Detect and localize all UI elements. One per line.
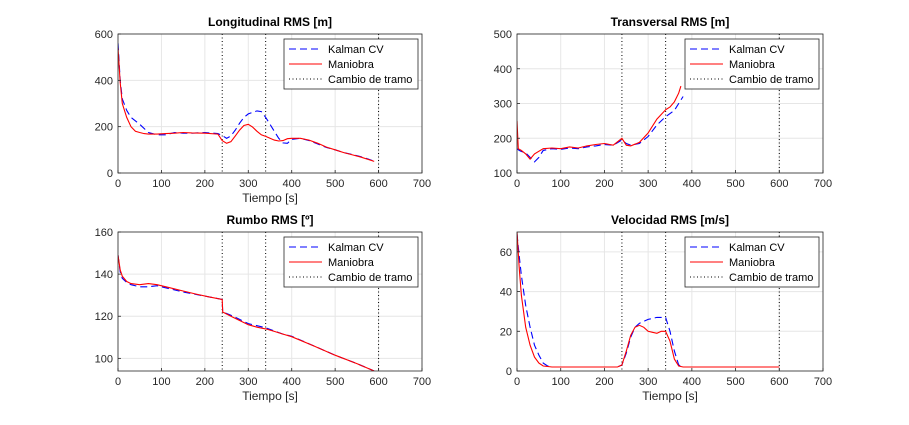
y-tick-label: 400 xyxy=(494,64,512,76)
x-tick-label: 600 xyxy=(369,376,387,388)
y-tick-label: 120 xyxy=(95,311,113,323)
legend-label: Cambio de tramo xyxy=(328,272,412,284)
x-tick-label: 400 xyxy=(283,376,301,388)
x-tick-label: 500 xyxy=(326,376,344,388)
x-tick-label: 300 xyxy=(239,376,257,388)
y-tick-label: 60 xyxy=(500,247,512,259)
series-line-maniobra xyxy=(517,232,780,368)
legend-label: Cambio de tramo xyxy=(729,272,813,284)
legend: Kalman CV Maniobra Cambio de tramo xyxy=(684,38,820,90)
x-tick-label: 700 xyxy=(814,178,832,190)
legend-label: Kalman CV xyxy=(729,44,785,56)
legend-label: Maniobra xyxy=(729,59,776,71)
x-axis-label: Tiempo [s] xyxy=(642,389,698,403)
x-tick-label: 200 xyxy=(196,178,214,190)
x-tick-label: 400 xyxy=(683,178,701,190)
x-tick-label: 600 xyxy=(369,178,387,190)
legend: Kalman CV Maniobra Cambio de tramo xyxy=(684,236,820,288)
x-tick-label: 600 xyxy=(770,376,788,388)
x-tick-label: 300 xyxy=(639,178,657,190)
chart-panel: 0 100 200 300 400 500 600 700 0 20 40 60 Velocidad R… xyxy=(500,213,832,403)
x-tick-label: 100 xyxy=(552,376,570,388)
chart-panel: 0 100 200 300 400 500 600 700100200300400500Tra… xyxy=(494,15,833,190)
x-tick-label: 0 xyxy=(115,376,121,388)
y-tick-label: 140 xyxy=(95,269,113,281)
series-line-maniobra xyxy=(118,255,375,371)
legend-label: Kalman CV xyxy=(328,242,384,254)
x-tick-label: 200 xyxy=(595,376,613,388)
x-tick-label: 400 xyxy=(283,178,301,190)
x-tick-label: 0 xyxy=(514,178,520,190)
y-tick-label: 200 xyxy=(494,133,512,145)
y-tick-label: 20 xyxy=(500,326,512,338)
y-tick-label: 200 xyxy=(95,122,113,134)
x-tick-label: 500 xyxy=(726,178,744,190)
x-tick-label: 500 xyxy=(726,376,744,388)
x-tick-label: 100 xyxy=(552,178,570,190)
chart-title: Longitudinal RMS [m] xyxy=(208,15,332,29)
series-line-kalman-cv xyxy=(517,233,780,368)
legend-label: Maniobra xyxy=(328,59,375,71)
y-tick-label: 500 xyxy=(494,29,512,41)
x-tick-label: 700 xyxy=(413,376,431,388)
y-tick-label: 160 xyxy=(95,227,113,239)
x-tick-label: 100 xyxy=(152,178,170,190)
y-tick-label: 300 xyxy=(494,99,512,111)
y-tick-label: 100 xyxy=(95,353,113,365)
y-tick-label: 0 xyxy=(107,168,113,180)
chart-panel: 0 100 200 300 400 500 600 700100120140160Rumbo … xyxy=(95,213,432,403)
x-tick-label: 200 xyxy=(595,178,613,190)
chart-title: Rumbo RMS [º] xyxy=(226,213,313,227)
axes-box xyxy=(117,33,423,174)
x-tick-label: 100 xyxy=(152,376,170,388)
y-tick-label: 0 xyxy=(506,366,512,378)
x-tick-label: 700 xyxy=(413,178,431,190)
legend-label: Maniobra xyxy=(328,257,375,269)
x-tick-label: 200 xyxy=(196,376,214,388)
y-tick-label: 400 xyxy=(95,75,113,87)
legend-label: Cambio de tramo xyxy=(729,74,813,86)
x-tick-label: 700 xyxy=(814,376,832,388)
axes-box xyxy=(516,231,824,372)
y-tick-label: 40 xyxy=(500,287,512,299)
y-tick-label: 600 xyxy=(95,29,113,41)
x-tick-label: 0 xyxy=(115,178,121,190)
x-tick-label: 400 xyxy=(683,376,701,388)
y-tick-label: 100 xyxy=(494,168,512,180)
x-axis-label: Tiempo [s] xyxy=(242,389,298,403)
chart-title: Velocidad RMS [m/s] xyxy=(611,213,729,227)
legend: Kalman CV Maniobra Cambio de tramo xyxy=(283,236,419,288)
x-tick-label: 300 xyxy=(639,376,657,388)
legend-label: Cambio de tramo xyxy=(328,74,412,86)
legend-label: Maniobra xyxy=(729,257,776,269)
x-tick-label: 600 xyxy=(770,178,788,190)
x-tick-label: 500 xyxy=(326,178,344,190)
legend-label: Kalman CV xyxy=(328,44,384,56)
x-tick-label: 300 xyxy=(239,178,257,190)
x-axis-label: Tiempo [s] xyxy=(242,191,298,205)
axes-box xyxy=(117,231,423,372)
chart-title: Transversal RMS [m] xyxy=(611,15,730,29)
series-line-maniobra xyxy=(517,85,682,160)
series-line-maniobra xyxy=(118,47,375,162)
x-tick-label: 0 xyxy=(514,376,520,388)
legend-label: Kalman CV xyxy=(729,242,785,254)
chart-panel: 0 100 200 300 400 500 600 700 0 200 400 600 Longitud… xyxy=(95,15,432,205)
legend: Kalman CV Maniobra Cambio de tramo xyxy=(283,38,419,90)
